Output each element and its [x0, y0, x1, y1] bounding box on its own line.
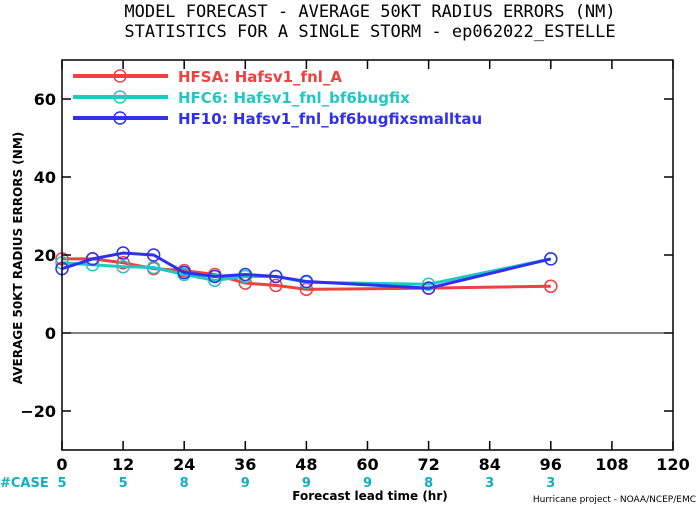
- case-count: 5: [119, 476, 128, 491]
- y-tick-label: −20: [20, 402, 56, 421]
- x-tick-label: 12: [112, 455, 134, 474]
- data-point: [544, 252, 558, 266]
- legend-label: HFSA: Hafsv1_fnl_A: [178, 68, 342, 86]
- data-point: [544, 279, 558, 293]
- y-tick-label: 60: [34, 90, 56, 109]
- case-count: 3: [546, 476, 555, 491]
- case-count: 3: [485, 476, 494, 491]
- series-layer: [55, 246, 558, 297]
- x-tick-label: 84: [479, 455, 501, 474]
- x-tick-label: 120: [656, 455, 689, 474]
- chart-subtitle: STATISTICS FOR A SINGLE STORM - ep062022…: [124, 22, 615, 42]
- data-point: [146, 248, 161, 262]
- plot-area: [62, 60, 673, 450]
- x-tick-label: 24: [173, 455, 195, 474]
- plot-background: [62, 60, 673, 450]
- data-point: [116, 246, 130, 260]
- y-tick-label: 20: [34, 246, 56, 265]
- legend-marker: [113, 111, 127, 125]
- x-axis-label: Forecast lead time (hr): [292, 489, 448, 503]
- series-3: [55, 246, 558, 295]
- legend-marker: [113, 90, 127, 104]
- data-point: [238, 267, 253, 282]
- data-point: [208, 269, 222, 284]
- axes: 0 12 24 36 48 60 72 84 96 108 120 −20 0 20 40 60: [20, 59, 690, 474]
- x-tick-label: 96: [540, 455, 562, 474]
- series-line: [61, 251, 552, 290]
- case-label: #CASE: [0, 476, 49, 491]
- data-point: [208, 273, 222, 288]
- y-axis-label: AVERAGE 50KT RADIUS ERRORS (NM): [11, 132, 25, 384]
- x-tick-label: 72: [417, 455, 439, 474]
- data-point: [269, 269, 283, 284]
- case-count: 9: [241, 476, 250, 491]
- case-count: 9: [363, 476, 372, 491]
- x-tick-label: 60: [356, 455, 378, 474]
- credit-text: Hurricane project - NOAA/NCEP/EMC: [533, 495, 696, 505]
- data-point: [299, 274, 314, 289]
- data-point: [269, 278, 283, 293]
- case-count: 5: [57, 476, 66, 491]
- x-tick-label: 48: [295, 455, 317, 474]
- data-point: [177, 265, 191, 280]
- data-point: [116, 259, 130, 274]
- case-count: 9: [302, 476, 311, 491]
- legend-label: HFC6: Hafsv1_fnl_bf6bugfix: [178, 89, 410, 107]
- case-count: 8: [180, 476, 189, 491]
- y-tick-label: 40: [34, 168, 56, 187]
- data-point: [421, 281, 436, 295]
- data-point: [85, 252, 100, 266]
- y-tick-label: 0: [45, 324, 56, 343]
- data-point: [116, 256, 130, 270]
- x-tick-label: 108: [595, 455, 628, 474]
- legend-label: HF10: Hafsv1_fnl_bf6bugfixsmalltau: [178, 110, 482, 128]
- x-tick-label: 0: [56, 455, 67, 474]
- case-counts: #CASE 5 5 8 9 9 9 8 3 3: [0, 476, 555, 491]
- case-count: 8: [424, 476, 433, 491]
- data-point: [421, 277, 436, 291]
- legend: HFSA: Hafsv1_fnl_A HFC6: Hafsv1_fnl_bf6bu…: [73, 68, 482, 128]
- chart-title: MODEL FORECAST - AVERAGE 50KT RADIUS ERR…: [124, 2, 615, 22]
- legend-marker: [113, 69, 127, 83]
- x-tick-label: 36: [234, 455, 256, 474]
